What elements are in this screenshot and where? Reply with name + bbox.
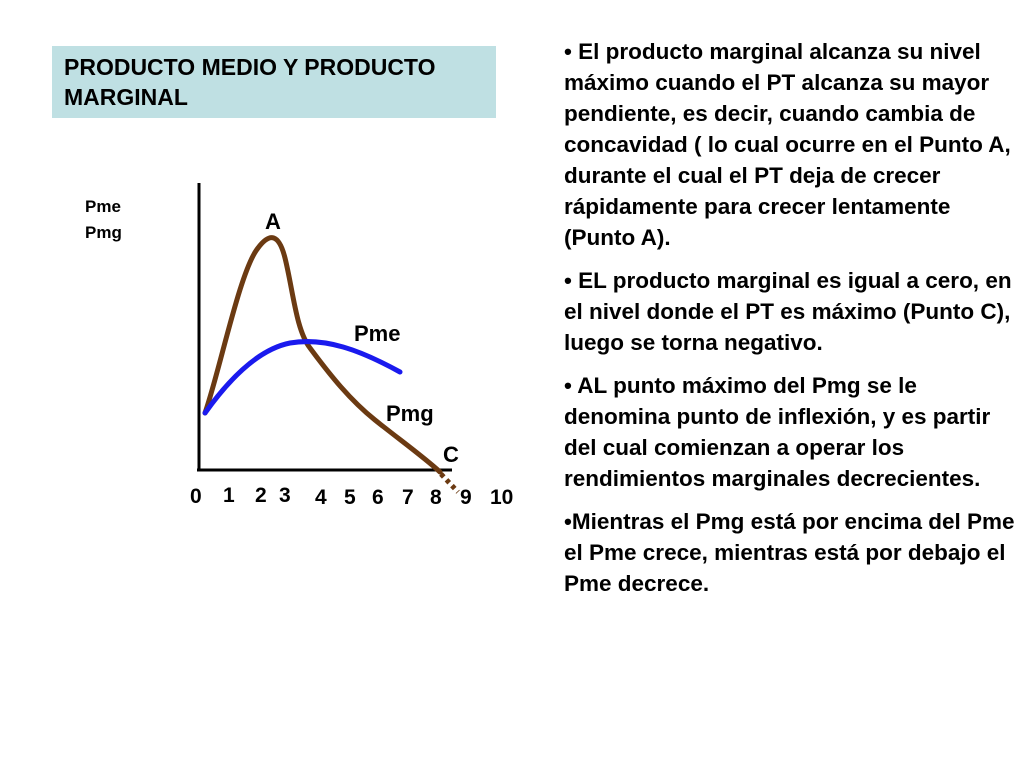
x-tick-label: 2	[255, 484, 267, 507]
pme-curve-label: Pme	[354, 321, 400, 346]
bullet-item: •Mientras el Pmg está por encima del Pme…	[564, 509, 1015, 596]
x-tick-label: 7	[402, 486, 414, 509]
point-a-label: A	[265, 209, 281, 234]
pme-curve	[202, 339, 403, 416]
x-tick-label: 0	[190, 485, 202, 508]
x-tick-label: 5	[344, 486, 356, 509]
x-tick-label: 1	[223, 484, 235, 507]
x-tick-label: 3	[279, 484, 291, 507]
x-tick-label: 9	[460, 486, 472, 509]
y-axis-label-pme: Pme	[85, 197, 121, 216]
explanation-list: • El producto marginal alcanza su nivel …	[564, 36, 1016, 611]
pmg-negative-segment	[439, 472, 460, 494]
x-tick-label: 4	[315, 486, 327, 509]
pmg-curve-label: Pmg	[386, 401, 434, 426]
x-tick-label: 6	[372, 486, 384, 509]
x-tick-label: 8	[430, 486, 442, 509]
x-tick-label: 10	[490, 486, 513, 509]
bullet-item: • El producto marginal alcanza su nivel …	[564, 39, 1011, 250]
pmg-curve	[202, 235, 443, 475]
slide-title: PRODUCTO MEDIO Y PRODUCTO MARGINAL	[52, 46, 496, 118]
bullet-item: • AL punto máximo del Pmg se le denomina…	[564, 373, 991, 491]
bullet-item: • EL producto marginal es igual a cero, …	[564, 268, 1012, 355]
point-c-label: C	[443, 442, 459, 467]
y-axis-label-pmg: Pmg	[85, 223, 122, 242]
